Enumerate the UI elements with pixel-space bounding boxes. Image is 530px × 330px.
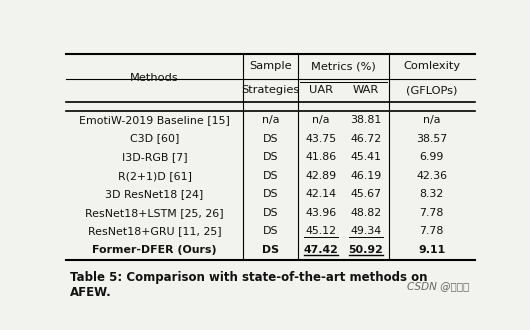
Text: Strategies: Strategies [242,85,300,95]
Text: C3D [60]: C3D [60] [130,134,179,144]
Text: DS: DS [263,208,278,218]
Text: n/a: n/a [262,115,279,125]
Text: 6.99: 6.99 [420,152,444,162]
Text: EmotiW-2019 Baseline [15]: EmotiW-2019 Baseline [15] [79,115,230,125]
Text: 45.41: 45.41 [351,152,382,162]
Text: DS: DS [263,189,278,199]
Text: 43.96: 43.96 [305,208,337,218]
Text: 42.14: 42.14 [305,189,337,199]
Text: I3D-RGB [7]: I3D-RGB [7] [122,152,188,162]
Text: 3D ResNet18 [24]: 3D ResNet18 [24] [105,189,204,199]
Text: 7.78: 7.78 [420,226,444,236]
Text: DS: DS [263,171,278,181]
Text: 8.32: 8.32 [420,189,444,199]
Text: UAR: UAR [309,85,333,95]
Text: Methods: Methods [130,73,179,83]
Text: 9.11: 9.11 [418,245,445,255]
Text: DS: DS [263,152,278,162]
Text: 45.67: 45.67 [350,189,382,199]
Text: 7.78: 7.78 [420,208,444,218]
Text: 46.19: 46.19 [350,171,382,181]
Text: DS: DS [262,245,279,255]
Text: CSDN @猫头丁: CSDN @猫头丁 [407,281,469,291]
Text: Table 5: Comparison with state-of-the-art methods on
AFEW.: Table 5: Comparison with state-of-the-ar… [70,271,428,299]
Text: 46.72: 46.72 [350,134,382,144]
Text: 48.82: 48.82 [350,208,382,218]
Text: n/a: n/a [423,115,440,125]
Text: 41.86: 41.86 [305,152,337,162]
Text: DS: DS [263,134,278,144]
Text: 45.12: 45.12 [305,226,337,236]
Text: 42.36: 42.36 [416,171,447,181]
Text: R(2+1)D [61]: R(2+1)D [61] [118,171,191,181]
Text: (GFLOPs): (GFLOPs) [406,85,457,95]
Text: DS: DS [263,226,278,236]
Text: 38.57: 38.57 [416,134,447,144]
Text: ResNet18+LSTM [25, 26]: ResNet18+LSTM [25, 26] [85,208,224,218]
Text: Comlexity: Comlexity [403,61,461,71]
Text: 47.42: 47.42 [304,245,338,255]
Text: 43.75: 43.75 [305,134,337,144]
Text: 49.34: 49.34 [350,226,382,236]
Text: 50.92: 50.92 [349,245,384,255]
Text: 38.81: 38.81 [350,115,382,125]
Text: Former-DFER (Ours): Former-DFER (Ours) [92,245,217,255]
Text: WAR: WAR [353,85,379,95]
Text: n/a: n/a [312,115,330,125]
Text: 42.89: 42.89 [305,171,337,181]
Text: Sample: Sample [249,61,292,71]
Text: Metrics (%): Metrics (%) [311,61,376,71]
Text: ResNet18+GRU [11, 25]: ResNet18+GRU [11, 25] [88,226,222,236]
